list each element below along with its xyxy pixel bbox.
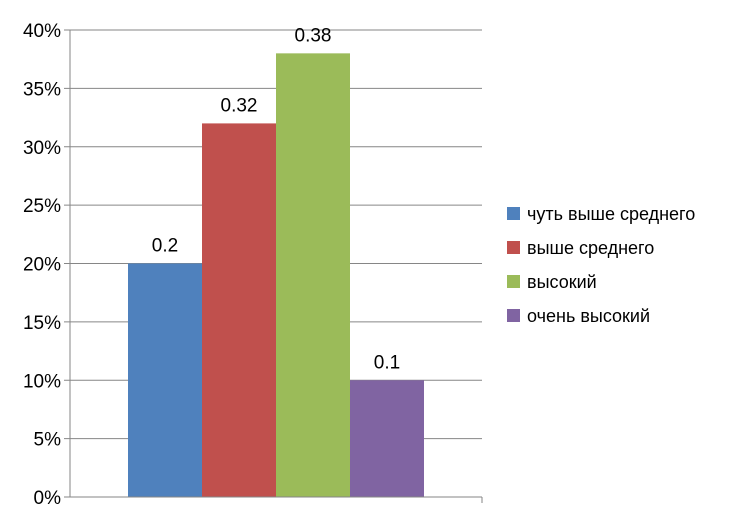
data-label: 0.1 <box>374 352 400 373</box>
bars <box>128 53 424 498</box>
y-tick-label: 15% <box>23 313 61 334</box>
bar <box>202 123 276 498</box>
bar <box>128 263 202 497</box>
data-labels: 0.2 0.32 0.38 0.1 <box>152 25 400 373</box>
y-tick-label: 35% <box>23 79 61 100</box>
data-label: 0.2 <box>152 236 178 257</box>
y-tick-label: 30% <box>23 138 61 159</box>
legend-label: чуть выше среднего <box>527 204 695 224</box>
bar <box>276 53 350 497</box>
legend-label: выше среднего <box>527 238 654 258</box>
axes <box>64 29 483 503</box>
y-tick-labels: 0% 5% 10% 15% 20% 25% 30% 35% 40% <box>23 21 61 505</box>
legend: чуть выше среднего выше среднего высокий оч… <box>507 204 695 326</box>
y-tick-label: 10% <box>23 371 61 392</box>
legend-swatch <box>507 207 520 220</box>
legend-swatch <box>507 309 520 322</box>
legend-swatch <box>507 241 520 254</box>
y-tick-label: 0% <box>34 488 62 505</box>
y-tick-label: 25% <box>23 196 61 217</box>
y-tick-label: 40% <box>23 21 61 42</box>
y-tick-label: 20% <box>23 255 61 276</box>
data-label: 0.32 <box>221 95 258 116</box>
legend-swatch <box>507 275 520 288</box>
legend-label: высокий <box>527 272 597 292</box>
legend-label: очень высокий <box>527 306 650 326</box>
y-tick-label: 5% <box>34 430 62 451</box>
bar <box>350 380 424 497</box>
data-label: 0.38 <box>295 25 332 46</box>
